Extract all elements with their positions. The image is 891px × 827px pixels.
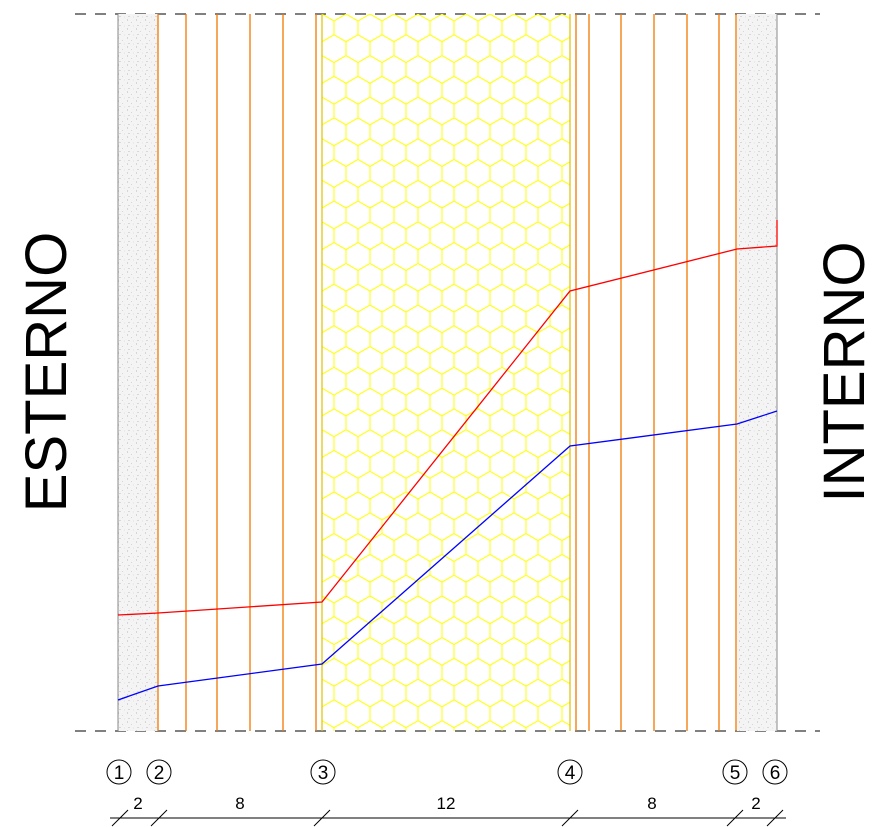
node-label-5: 5 (730, 763, 741, 784)
node-markers (106, 759, 788, 785)
node-circle-5 (722, 759, 748, 785)
layer-boundaries (117, 14, 778, 731)
brick-layer-interior (575, 14, 737, 731)
exterior-label: ESTERNO (14, 232, 79, 512)
interior-label: INTERNO (812, 242, 877, 503)
thickness-label-layer-5: 2 (751, 794, 760, 813)
dimension-line (110, 809, 786, 827)
dimension-tick-3 (313, 809, 331, 827)
dimension-tick-5 (726, 809, 744, 827)
dimension-tick-6 (766, 809, 784, 827)
red-profile-line (117, 220, 778, 616)
blue-profile-line (117, 410, 778, 701)
node-circle-6 (762, 759, 788, 785)
node-circle-1 (106, 759, 132, 785)
node-label-1: 1 (114, 763, 125, 784)
dimension-tick-4 (561, 809, 579, 827)
dimension-tick-2 (150, 809, 168, 827)
thickness-label-layer-3: 12 (437, 794, 456, 813)
plaster-layer-exterior-texture (118, 14, 158, 731)
node-circle-3 (310, 759, 336, 785)
thickness-label-layer-1: 2 (133, 794, 142, 813)
node-circle-4 (557, 759, 583, 785)
node-label-4: 4 (565, 763, 576, 784)
node-label-6: 6 (770, 763, 781, 784)
node-label-3: 3 (318, 763, 329, 784)
brick-layer-exterior (157, 14, 317, 731)
insulation-boundaries (321, 14, 571, 731)
thickness-label-layer-4: 8 (647, 794, 656, 813)
thickness-label-layer-2: 8 (235, 794, 244, 813)
insulation-layer (322, 14, 570, 731)
node-circle-2 (146, 759, 172, 785)
dimension-tick-1 (111, 809, 129, 827)
plaster-layer-interior-texture (737, 14, 777, 731)
node-label-2: 2 (154, 763, 165, 784)
